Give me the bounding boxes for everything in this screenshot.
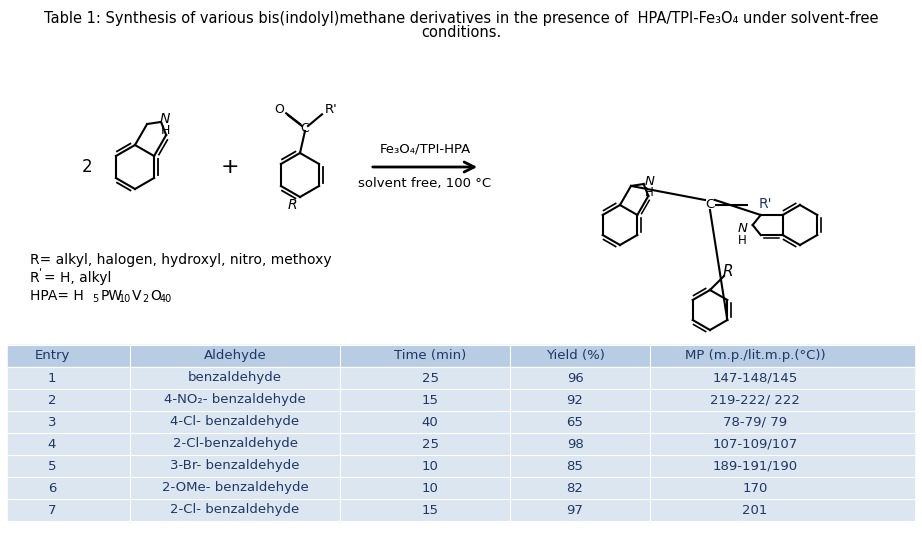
Text: 78-79/ 79: 78-79/ 79 [723,416,787,428]
Text: 2-OMe- benzaldehyde: 2-OMe- benzaldehyde [161,482,308,495]
Text: 201: 201 [742,503,768,517]
Text: 92: 92 [566,393,584,406]
Text: 2: 2 [81,158,92,176]
Bar [8,345,914,367]
Text: 40: 40 [421,416,438,428]
Text: R: R [30,271,40,285]
Text: N: N [738,223,748,235]
Text: 6: 6 [48,482,56,495]
Text: 15: 15 [421,503,439,517]
Text: 7: 7 [48,503,56,517]
Text: Time (min): Time (min) [394,350,467,362]
Text: 2: 2 [48,393,56,406]
Text: 2-Cl-benzaldehyde: 2-Cl-benzaldehyde [172,437,298,451]
Text: R': R' [325,103,337,116]
Text: R: R [287,198,297,212]
Text: ʹ: ʹ [38,269,41,279]
Text: N: N [160,112,171,126]
Text: 2: 2 [142,294,148,304]
Bar [8,411,914,433]
Text: 10: 10 [421,482,439,495]
Text: 5: 5 [48,460,56,472]
Text: Fe₃O₄/TPI-HPA: Fe₃O₄/TPI-HPA [379,143,470,155]
Text: benzaldehyde: benzaldehyde [188,371,282,385]
Bar [8,477,914,499]
Text: C: C [301,122,310,134]
Text: C: C [705,199,715,211]
Bar [8,367,914,389]
Bar [8,433,914,455]
Text: 82: 82 [566,482,584,495]
Text: Entry: Entry [34,350,70,362]
Text: 10: 10 [421,460,439,472]
Text: 85: 85 [566,460,584,472]
Text: H: H [645,185,654,199]
Text: conditions.: conditions. [420,25,502,40]
Text: V: V [132,289,141,303]
Text: R= alkyl, halogen, hydroxyl, nitro, methoxy: R= alkyl, halogen, hydroxyl, nitro, meth… [30,253,332,267]
Text: 65: 65 [566,416,584,428]
Text: 96: 96 [567,371,584,385]
Text: 25: 25 [421,437,439,451]
Bar [8,455,914,477]
Text: 25: 25 [421,371,439,385]
Text: 170: 170 [742,482,768,495]
Text: 98: 98 [567,437,584,451]
Text: N: N [644,175,655,188]
Text: 40: 40 [160,294,172,304]
Text: 189-191/190: 189-191/190 [713,460,798,472]
Text: R: R [723,265,733,280]
Text: MP (m.p./lit.m.p.(°C)): MP (m.p./lit.m.p.(°C)) [685,350,825,362]
Text: 10: 10 [119,294,131,304]
Text: Table 1: Synthesis of various bis(indolyl)methane derivatives in the presence of: Table 1: Synthesis of various bis(indoly… [43,11,879,26]
Text: +: + [220,157,240,177]
Text: 3: 3 [48,416,56,428]
Text: R': R' [759,197,773,211]
Bar [8,389,914,411]
Text: 2-Cl- benzaldehyde: 2-Cl- benzaldehyde [171,503,300,517]
Text: 219-222/ 222: 219-222/ 222 [710,393,800,406]
Text: 147-148/145: 147-148/145 [713,371,798,385]
Text: 3-Br- benzaldehyde: 3-Br- benzaldehyde [171,460,300,472]
Text: 4: 4 [48,437,56,451]
Text: 1: 1 [48,371,56,385]
Text: 4-NO₂- benzaldehyde: 4-NO₂- benzaldehyde [164,393,306,406]
Text: 97: 97 [566,503,584,517]
Text: Yield (%): Yield (%) [546,350,605,362]
Text: O: O [150,289,160,303]
Text: solvent free, 100 °C: solvent free, 100 °C [359,176,491,189]
Text: 5: 5 [92,294,99,304]
Bar [8,499,914,521]
Text: 15: 15 [421,393,439,406]
Text: H: H [739,234,747,246]
Text: = H, alkyl: = H, alkyl [44,271,112,285]
Text: 4-Cl- benzaldehyde: 4-Cl- benzaldehyde [171,416,300,428]
Text: O: O [274,103,284,116]
Text: 107-109/107: 107-109/107 [713,437,798,451]
Text: HPA= H: HPA= H [30,289,84,303]
Text: Aldehyde: Aldehyde [204,350,266,362]
Text: H: H [160,124,170,138]
Text: PW: PW [101,289,124,303]
